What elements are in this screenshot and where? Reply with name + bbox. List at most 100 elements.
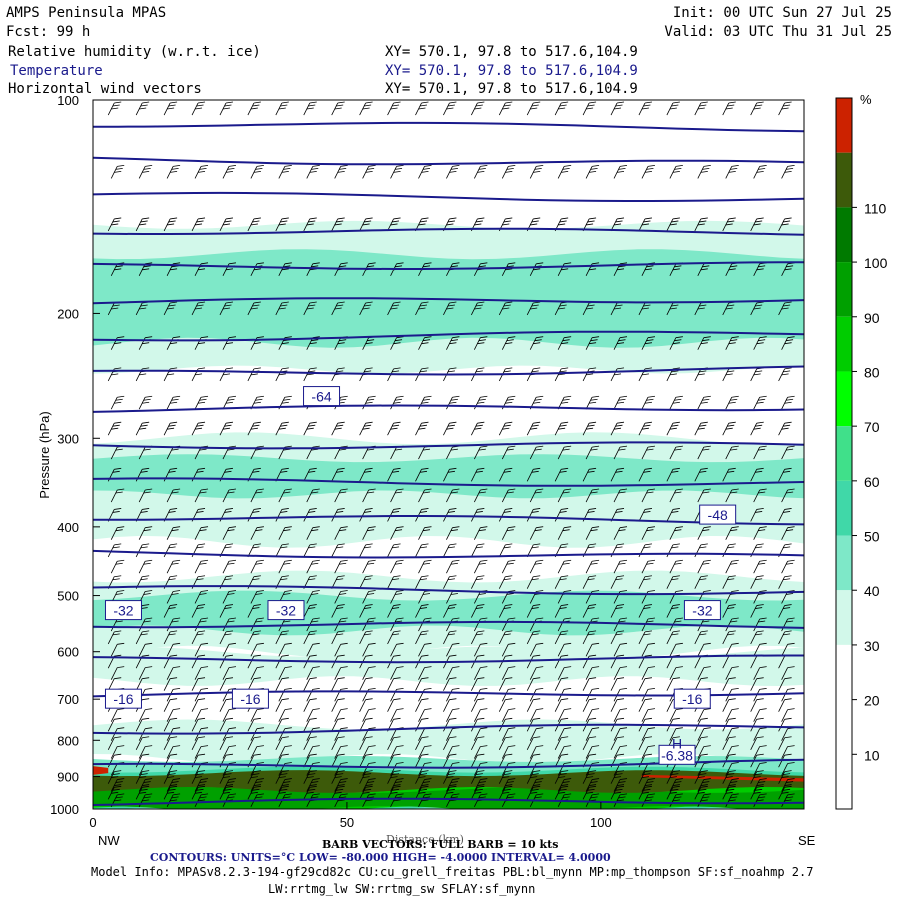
wind-barb [669,793,683,808]
wind-barb [334,745,348,759]
wind-barb [390,666,404,680]
wind-barb [362,778,376,792]
wind-barb [194,745,209,759]
wind-barb [753,708,767,722]
wind-barb [613,778,628,792]
wind-barb [722,217,736,232]
wind-barb [110,708,125,722]
wind-barb [470,217,485,232]
wind-barb [750,717,764,732]
wind-barb [390,762,404,776]
wind-barb [166,395,181,410]
wind-barb [443,101,457,116]
wind-barb [194,590,209,604]
wind-barb [194,778,209,792]
wind-barb [331,543,345,558]
valid-time: Valid: 03 UTC Thu 31 Jul 25 [664,24,892,40]
wind-barb [219,736,234,750]
wind-barb [418,336,432,350]
wind-barb [107,630,122,645]
wind-barb [359,677,373,691]
wind-barb [498,770,513,784]
wind-barb [610,677,625,691]
wind-barb [666,575,680,589]
wind-barb [582,630,597,645]
wind-barb [166,666,181,680]
wind-barb [166,617,181,632]
wind-barb [610,698,625,712]
wind-barb [501,793,516,808]
wind-barb [585,336,600,350]
wind-barb [778,101,792,116]
wind-barb [473,165,488,179]
wind-barb [526,367,541,382]
wind-barb [135,753,150,768]
wind-barb [470,101,485,116]
wind-barb [306,165,320,179]
wind-barb [750,698,764,712]
wind-barb [163,770,178,784]
wind-barb [443,467,457,482]
colorbar-swatch [836,535,852,591]
wind-barb [219,785,234,800]
wind-barb [138,262,153,276]
isotherm-line [93,654,804,664]
wind-barb [138,727,153,741]
wind-barb [303,217,317,232]
wind-barb [163,217,178,232]
wind-barb [275,677,289,691]
wind-barb [446,708,460,722]
wind-barb [278,526,292,540]
wind-barb [303,736,317,750]
wind-barb [415,698,429,712]
wind-barb [725,488,739,503]
wind-barb [697,745,711,759]
wind-barb [641,445,656,460]
wind-barb [638,421,653,436]
wind-barb [501,778,516,792]
wind-barb [666,604,680,618]
contour-label-box [104,688,142,709]
wind-barb [641,745,656,759]
wind-barb [638,367,653,382]
wind-barb [725,617,739,632]
wind-barb [418,559,432,574]
wind-barb [470,677,485,691]
wind-barb [194,642,209,657]
wind-barb [362,395,376,410]
wind-barb [582,698,597,712]
x-axis-title: Distance (km) [386,833,464,846]
wind-barb [306,793,320,808]
wind-barb [135,367,150,382]
wind-barb [362,642,376,657]
wind-barb [443,421,457,436]
wind-barb [610,785,625,800]
wind-barb [778,630,792,645]
wind-barb [166,793,181,808]
wind-barb [697,165,711,179]
wind-barb [666,785,680,800]
wind-barb [418,793,432,808]
wind-barb [390,590,404,604]
wind-barb [529,336,544,350]
wind-barb [753,762,767,776]
wind-barb [275,301,289,316]
y-tick-label: 800 [57,733,79,748]
wind-barb [362,745,376,759]
wind-barb [666,367,680,382]
wind-barb [331,785,345,800]
wind-barb [781,708,795,722]
wind-barb [470,630,485,645]
wind-barb [415,753,429,768]
wind-barb [781,745,795,759]
wind-barb [138,745,153,759]
wind-barb [582,217,597,232]
wind-barb [219,217,234,232]
wind-barb [331,677,345,691]
wind-barb [725,727,739,741]
wind-barb [697,488,711,503]
wind-barb [222,262,237,276]
wind-barb [666,770,680,784]
wind-barb [362,559,376,574]
wind-barb [359,604,373,618]
